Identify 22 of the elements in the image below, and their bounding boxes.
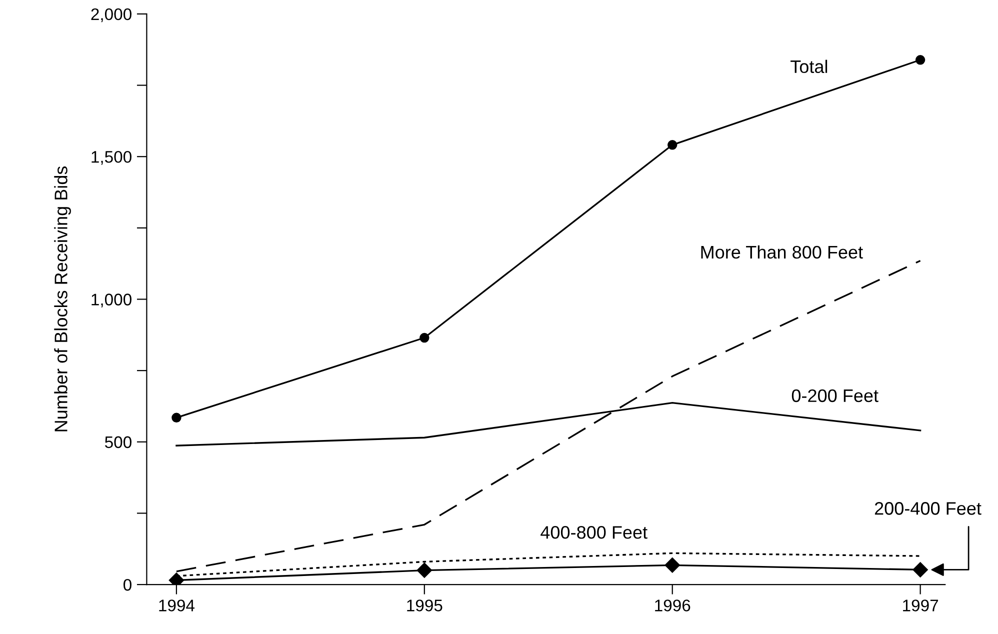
x-tick-label: 1997 — [903, 600, 938, 612]
y-tick-label: 500 — [104, 436, 132, 448]
point — [912, 562, 928, 578]
y-tick-label: 1,000 — [92, 294, 132, 308]
x-tick-label: 1996 — [655, 600, 690, 612]
series-label: More Than 800 Feet — [701, 245, 863, 259]
series-label: Total — [790, 60, 828, 74]
point — [172, 412, 182, 423]
text: 200-400 Feet — [874, 502, 982, 515]
y-axis-title: Number of Blocks Receiving Bids — [54, 166, 71, 432]
y-tick-label: 1,500 — [92, 151, 132, 165]
x-tick-label: 1994 — [159, 600, 195, 612]
series-label: 0-200 Feet — [792, 389, 878, 402]
series-label: 400-800 Feet — [540, 526, 648, 539]
y-tick-label: 2,000 — [91, 8, 132, 22]
x-tick-label: 1995 — [407, 600, 442, 612]
point — [915, 55, 926, 65]
point — [420, 332, 430, 343]
point — [664, 558, 680, 573]
point — [416, 562, 432, 578]
y-tick-label: 0 — [124, 578, 132, 591]
point — [668, 140, 678, 150]
